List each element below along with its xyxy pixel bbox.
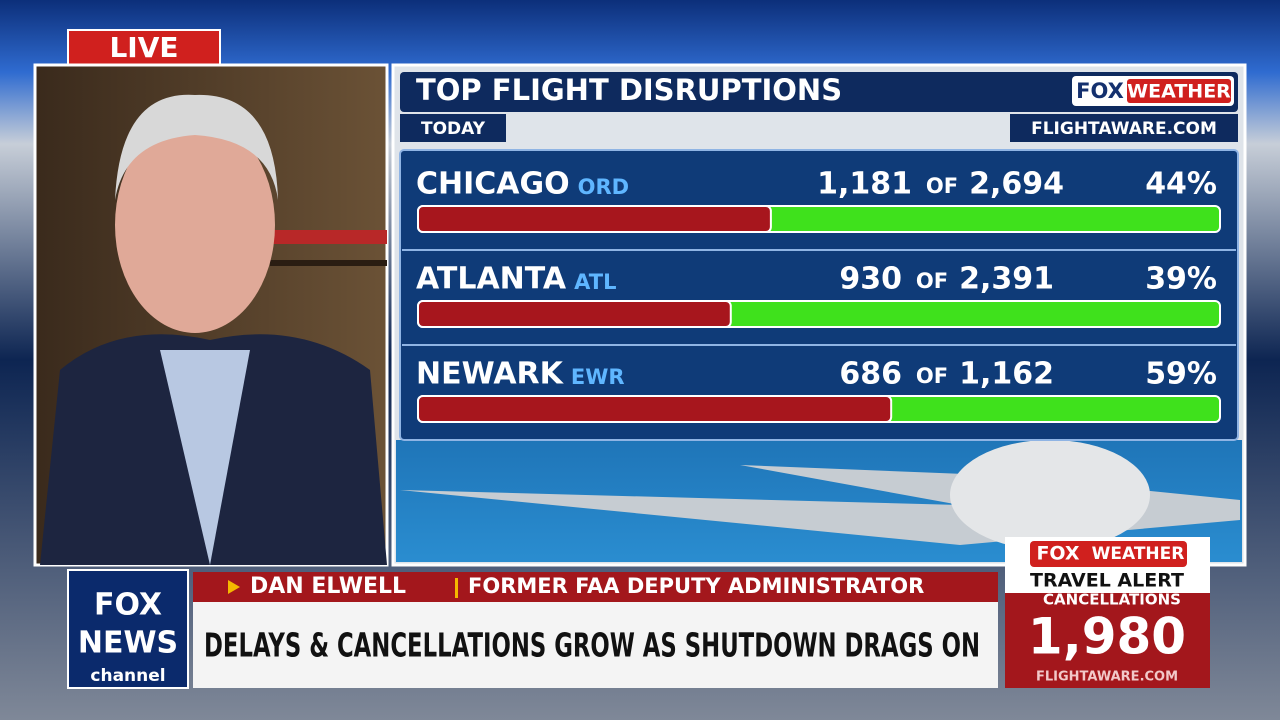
city: NEWARK <box>416 357 565 392</box>
city: ATLANTA <box>416 262 567 297</box>
brand-weather: WEATHER <box>1127 81 1231 103</box>
bar-disrupted <box>417 395 893 423</box>
alert-title: TRAVEL ALERT <box>1030 570 1184 592</box>
of: OF <box>926 174 958 198</box>
live-text: LIVE <box>109 31 178 64</box>
lower-third <box>67 569 998 689</box>
logo-fox: FOX <box>94 588 162 623</box>
logo-news: NEWS <box>78 626 178 661</box>
airport-code: ATL <box>574 270 616 294</box>
video-feed <box>33 63 389 567</box>
brand-fox: FOX <box>1076 79 1124 103</box>
guest-role: FORMER FAA DEPUTY ADMINISTRATOR <box>468 574 924 598</box>
source: FLIGHTAWARE.COM <box>1031 119 1217 139</box>
percent-label: 59% <box>1145 357 1217 392</box>
disrupted: 930 <box>839 262 902 297</box>
period: TODAY <box>421 119 486 139</box>
total: 2,391 <box>959 262 1054 297</box>
of: OF <box>916 269 948 293</box>
rows: CHICAGO ORD 2,694 OF 1,181 44% ATLANTA ATL 2,391… <box>402 167 1236 423</box>
live-badge <box>67 29 221 67</box>
airport-code: EWR <box>571 365 625 389</box>
graphic-title: TOP FLIGHT DISRUPTIONS <box>416 73 842 107</box>
bar-disrupted <box>417 205 772 233</box>
guest-name: DAN ELWELL <box>250 574 406 599</box>
of: OF <box>916 364 948 388</box>
alert-brand-fox: FOX <box>1036 543 1079 565</box>
alert-count: 1,980 <box>1028 608 1186 666</box>
disrupted: 686 <box>839 357 902 392</box>
alert-label: CANCELLATIONS <box>1043 591 1181 609</box>
disrupted: 1,181 <box>817 167 912 202</box>
logo-channel: channel <box>90 666 165 686</box>
total: 1,162 <box>959 357 1054 392</box>
city: CHICAGO <box>416 167 570 202</box>
percent-label: 44% <box>1145 167 1217 202</box>
alert-brand-weather: WEATHER <box>1092 544 1185 564</box>
alert-box <box>1005 537 1210 688</box>
total: 2,694 <box>969 167 1064 202</box>
headline: DELAYS & CANCELLATIONS GROW AS SHUTDOWN … <box>204 626 980 665</box>
percent-label: 39% <box>1145 262 1217 297</box>
airport-code: ORD <box>578 175 629 199</box>
bar-disrupted <box>417 300 732 328</box>
alert-source: FLIGHTAWARE.COM <box>1036 670 1178 685</box>
